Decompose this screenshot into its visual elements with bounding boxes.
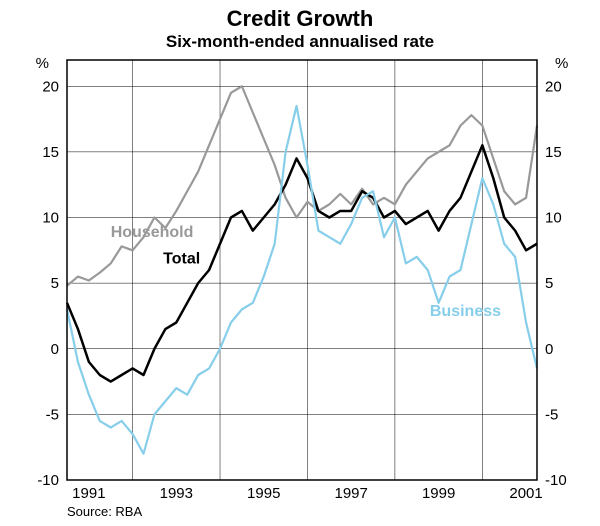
series-business <box>67 106 537 454</box>
y-tick-right: 20 <box>545 78 562 95</box>
y-tick-right: -5 <box>545 406 558 423</box>
series-label-total: Total <box>163 250 200 267</box>
x-tick: 1999 <box>422 485 455 502</box>
chart-container: Credit Growth Six-month-ended annualised… <box>0 0 600 526</box>
x-tick: 1991 <box>72 485 105 502</box>
x-tick: 1993 <box>160 485 193 502</box>
series-total <box>67 145 537 381</box>
y-tick-left: 0 <box>51 341 59 358</box>
series-label-household: Household <box>111 224 194 241</box>
chart-plot: -10 -10 -5 -5 0 0 5 5 10 10 15 15 20 20%% 1991 1993 1995… <box>0 0 600 526</box>
x-tick: 1997 <box>334 485 367 502</box>
y-tick-right: 0 <box>545 341 553 358</box>
y-tick-left: 10 <box>42 210 59 227</box>
series-label-business: Business <box>430 303 501 320</box>
y-tick-right: -10 <box>545 472 567 489</box>
x-tick: 2001 <box>509 485 542 502</box>
y-unit-right: % <box>555 55 568 72</box>
y-tick-left: 20 <box>42 78 59 95</box>
y-tick-left: 15 <box>42 144 59 161</box>
y-tick-left: -5 <box>46 406 59 423</box>
y-tick-right: 5 <box>545 275 553 292</box>
y-tick-left: -10 <box>37 472 59 489</box>
y-tick-right: 10 <box>545 210 562 227</box>
y-tick-left: 5 <box>51 275 59 292</box>
chart-source: Source: RBA <box>67 504 142 519</box>
y-tick-right: 15 <box>545 144 562 161</box>
y-unit-left: % <box>36 55 49 72</box>
x-tick: 1995 <box>247 485 280 502</box>
